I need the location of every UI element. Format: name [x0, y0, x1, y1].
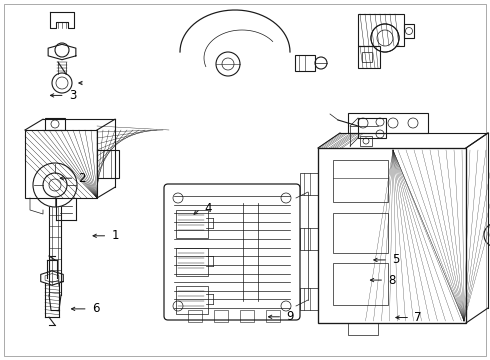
- Bar: [358, 118, 386, 138]
- Bar: [45, 118, 65, 130]
- Text: 2: 2: [78, 172, 86, 185]
- Bar: [176, 248, 208, 276]
- Bar: [318, 148, 466, 323]
- Bar: [25, 130, 97, 198]
- Bar: [348, 323, 378, 335]
- Text: 5: 5: [392, 253, 399, 266]
- Bar: [333, 263, 388, 305]
- Bar: [240, 310, 254, 322]
- Bar: [360, 136, 372, 146]
- Text: 8: 8: [388, 274, 395, 287]
- Text: 9: 9: [286, 310, 294, 323]
- Text: 7: 7: [414, 311, 422, 324]
- Bar: [188, 310, 202, 322]
- Text: 4: 4: [204, 202, 212, 215]
- Bar: [358, 46, 380, 68]
- Bar: [214, 310, 228, 322]
- Bar: [295, 55, 315, 71]
- Bar: [176, 286, 208, 314]
- Bar: [362, 52, 372, 62]
- Text: 6: 6: [92, 302, 99, 315]
- Circle shape: [371, 24, 398, 51]
- Bar: [358, 14, 404, 46]
- Bar: [176, 210, 208, 238]
- Text: 3: 3: [69, 89, 76, 102]
- Bar: [266, 310, 280, 322]
- Text: 1: 1: [111, 229, 119, 242]
- Bar: [97, 150, 119, 178]
- Bar: [300, 173, 318, 195]
- Bar: [300, 228, 318, 250]
- Bar: [404, 24, 414, 38]
- Bar: [333, 213, 388, 253]
- Bar: [333, 160, 388, 202]
- Bar: [348, 113, 428, 133]
- Bar: [300, 288, 318, 310]
